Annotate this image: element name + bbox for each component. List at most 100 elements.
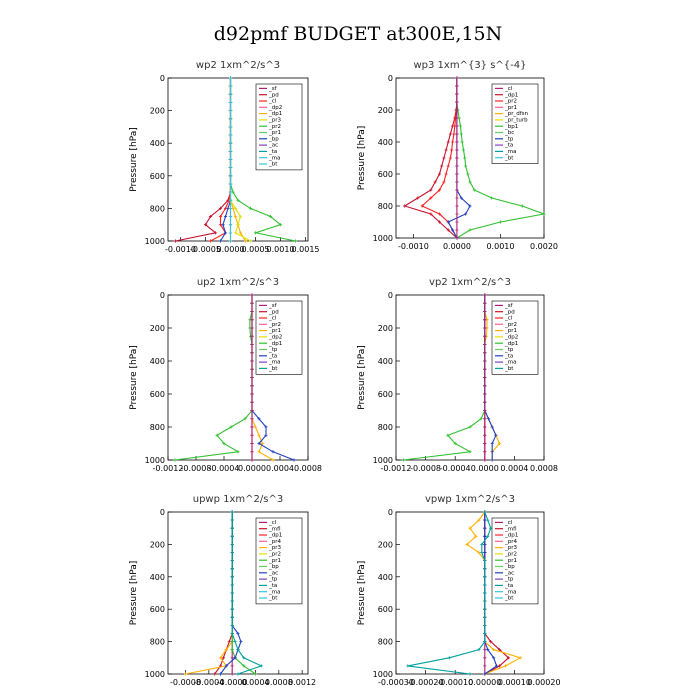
data-point — [236, 648, 240, 652]
data-point — [455, 172, 459, 176]
series-bt — [250, 293, 254, 462]
data-point — [238, 231, 243, 235]
data-point — [230, 656, 234, 660]
data-point — [230, 648, 234, 652]
data-point — [483, 326, 487, 330]
legend-entry: _bp1 — [504, 124, 518, 130]
data-point — [498, 664, 502, 668]
x-tick-label: 0.0010 — [267, 245, 295, 254]
legend-entry: _pr1 — [504, 558, 517, 564]
data-point — [483, 599, 487, 603]
legend-entry: _tp — [268, 577, 278, 583]
chart-panel-1: wp3 1xm^{3} s^{-4} Pressure [hPa] 0 200 400 6… — [357, 60, 558, 251]
data-point — [250, 408, 254, 413]
data-point — [230, 583, 234, 587]
data-point — [233, 656, 237, 660]
data-point — [490, 450, 494, 454]
data-point — [230, 599, 234, 603]
data-point — [446, 433, 450, 437]
legend-entry: _ma — [504, 589, 516, 595]
legend-entry: _dp1 — [504, 341, 518, 347]
data-point — [483, 575, 487, 579]
legend-entry: _pr2 — [268, 322, 281, 328]
data-point — [250, 384, 254, 388]
data-point — [483, 526, 487, 530]
series-cl — [208, 76, 233, 243]
data-point — [250, 433, 254, 437]
data-point — [448, 156, 453, 160]
data-point — [483, 400, 487, 404]
data-point — [229, 425, 233, 429]
series-line-dp1 — [174, 295, 253, 461]
data-point — [455, 212, 459, 216]
data-point — [455, 236, 459, 240]
y-axis-label: Pressure [hPa] — [129, 561, 139, 626]
data-point — [293, 239, 298, 243]
legend-entry: _dp1 — [268, 533, 282, 539]
data-point — [455, 132, 459, 136]
data-point — [480, 542, 484, 546]
data-point — [236, 450, 240, 454]
y-tick-label: 0 — [388, 508, 393, 517]
data-point — [253, 672, 258, 676]
data-point — [230, 607, 234, 611]
x-tick-label: -0.0008 — [170, 678, 201, 687]
data-point — [483, 567, 487, 571]
y-tick-label: 800 — [150, 638, 165, 647]
legend-entry: _dp1 — [268, 341, 282, 347]
y-tick-label: 200 — [150, 540, 165, 549]
data-point — [437, 220, 442, 224]
data-point — [483, 309, 487, 314]
data-point — [233, 640, 237, 644]
data-point — [468, 425, 472, 429]
data-point — [228, 174, 233, 178]
legend-entry: _sf — [504, 303, 514, 309]
data-point — [222, 441, 226, 446]
legend-entry: _bt — [504, 155, 514, 161]
data-point — [490, 425, 494, 429]
y-tick-label: 1000 — [145, 456, 165, 465]
y-tick-label: 0 — [388, 74, 393, 83]
x-tick-label: 0.0005 — [242, 245, 270, 254]
data-point — [483, 301, 487, 305]
data-point — [230, 640, 234, 644]
data-point — [455, 116, 459, 120]
data-point — [483, 408, 487, 413]
data-point — [483, 367, 487, 371]
data-point — [224, 648, 228, 652]
data-point — [208, 214, 213, 219]
data-point — [230, 510, 234, 514]
data-point — [455, 196, 459, 200]
series-ma — [406, 510, 493, 676]
legend-entry: _bt — [268, 162, 278, 168]
data-point — [228, 223, 233, 227]
legend-entry: _pr_turb — [504, 118, 528, 124]
data-point — [228, 109, 233, 113]
data-point — [437, 188, 442, 192]
data-point — [250, 351, 254, 355]
data-point — [250, 450, 254, 454]
x-tick-label: 0.0000 — [238, 464, 266, 473]
data-point — [468, 180, 472, 184]
data-point — [483, 384, 487, 388]
legend-entry: _pr1 — [268, 130, 281, 136]
legend-entry: _pr1 — [504, 328, 517, 334]
series-dp1 — [401, 293, 487, 462]
data-point — [506, 656, 511, 660]
data-point — [483, 591, 487, 595]
y-tick-label: 200 — [150, 324, 165, 333]
data-point — [228, 206, 233, 210]
legend-entry: _pr4 — [504, 539, 518, 545]
legend-entry: _cl — [268, 316, 277, 322]
panel-grid: wp2 1xm^2/s^3 Pressure [hPa] 0 200 400 600 800… — [129, 60, 561, 687]
data-point — [228, 92, 233, 96]
series-line-dp1 — [214, 512, 233, 675]
legend-entry: _pr4 — [268, 539, 282, 545]
y-tick-label: 400 — [150, 573, 165, 582]
series-pd — [173, 76, 233, 243]
data-point — [483, 623, 487, 627]
legend-entry: _pr3 — [268, 118, 282, 124]
data-point — [483, 359, 487, 363]
data-point — [228, 133, 233, 137]
data-point — [250, 342, 254, 347]
